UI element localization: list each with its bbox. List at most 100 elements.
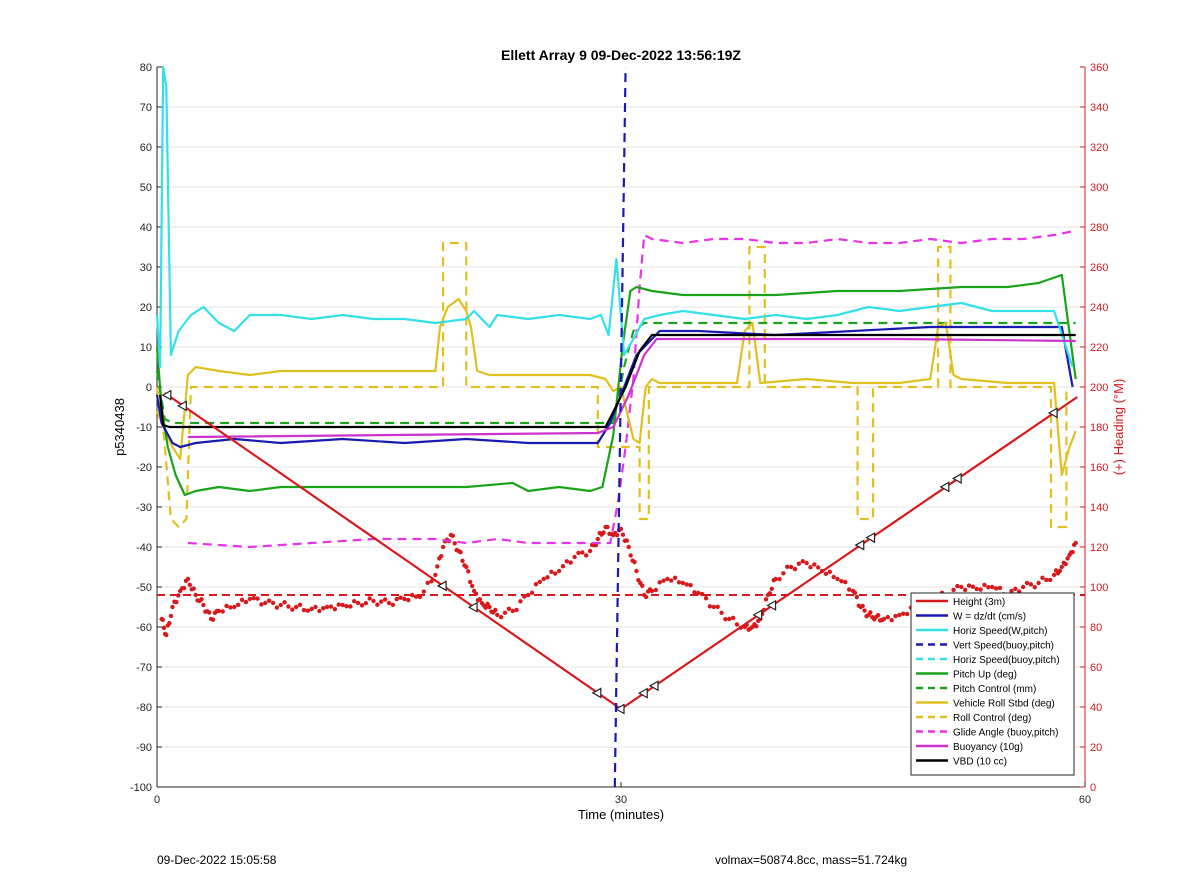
heading-point	[469, 583, 475, 589]
heading-point	[1032, 584, 1037, 590]
heading-point	[495, 612, 500, 618]
heading-point	[620, 532, 626, 537]
heading-point	[352, 598, 357, 604]
heading-point	[207, 610, 212, 615]
heading-point	[688, 582, 693, 588]
heading-point	[328, 604, 334, 609]
heading-point	[439, 554, 444, 559]
heading-point	[167, 621, 172, 626]
heading-point	[804, 560, 809, 566]
heading-point	[270, 600, 276, 606]
heading-point	[672, 575, 678, 581]
heading-point	[823, 571, 829, 577]
y-right-tick-label: 80	[1090, 622, 1102, 634]
heading-point	[982, 582, 987, 588]
heading-point	[332, 606, 338, 612]
legend-item-label: Glide Angle (buoy,pitch)	[953, 728, 1058, 739]
heading-point	[545, 575, 550, 580]
heading-point	[1028, 582, 1034, 587]
heading-point	[962, 587, 968, 593]
heading-point	[564, 559, 570, 564]
heading-point	[294, 604, 299, 610]
heading-point	[1051, 572, 1057, 578]
heading-point	[827, 569, 832, 575]
heading-point	[468, 579, 473, 585]
heading-point	[684, 582, 689, 587]
heading-point	[904, 611, 910, 617]
heading-point	[483, 605, 488, 610]
heading-point	[601, 530, 606, 535]
heading-point	[990, 584, 995, 590]
heading-point	[413, 594, 419, 599]
heading-point	[301, 607, 307, 613]
y-right-tick-label: 340	[1090, 102, 1108, 114]
heading-point	[493, 607, 498, 613]
y-tick-label: -40	[136, 542, 152, 554]
y-tick-label: 40	[140, 222, 152, 234]
heading-point	[363, 600, 368, 606]
heading-point	[560, 563, 566, 569]
heading-point	[860, 603, 865, 609]
heading-point	[628, 553, 633, 558]
x-axis-label: Time (minutes)	[578, 807, 664, 822]
heading-point	[236, 602, 241, 607]
heading-point	[1009, 588, 1014, 594]
heading-point	[266, 598, 272, 603]
heading-point	[510, 608, 515, 614]
heading-point	[406, 597, 411, 603]
heading-point	[1040, 575, 1045, 581]
heading-point	[450, 533, 455, 539]
series-line	[187, 229, 1075, 549]
height-marker	[752, 609, 763, 621]
y-tick-label: 10	[140, 342, 152, 354]
chart-title: Ellett Array 9 09-Dec-2022 13:56:19Z	[501, 47, 741, 63]
height-marker	[637, 687, 648, 699]
heading-point	[715, 604, 720, 610]
heading-point	[572, 554, 577, 560]
heading-point	[769, 586, 774, 592]
footer-volmax-mass: volmax=50874.8cc, mass=51.724kg	[715, 853, 908, 867]
heading-point	[605, 524, 610, 530]
heading-point	[881, 616, 887, 622]
y-tick-label: -90	[136, 742, 152, 754]
heading-point	[321, 606, 326, 611]
heading-point	[618, 526, 624, 532]
heading-point	[955, 583, 960, 589]
height-marker	[1047, 407, 1058, 419]
heading-point	[464, 564, 469, 570]
heading-point	[556, 568, 562, 574]
y-tick-label: -100	[130, 782, 152, 794]
heading-point	[440, 544, 446, 550]
heading-point	[529, 590, 535, 596]
heading-point	[951, 587, 956, 593]
heading-point	[767, 591, 773, 596]
heading-point	[460, 558, 465, 564]
heading-point	[843, 579, 848, 585]
y-right-tick-label: 320	[1090, 142, 1108, 154]
y-tick-label: 30	[140, 262, 152, 274]
heading-point	[792, 566, 798, 572]
heading-point	[187, 582, 193, 588]
heading-point	[410, 592, 415, 598]
heading-point	[696, 590, 701, 596]
y-right-tick-label: 180	[1090, 422, 1108, 434]
heading-point	[359, 603, 365, 608]
y-tick-label: -30	[136, 502, 152, 514]
heading-point	[763, 597, 769, 602]
heading-point	[355, 600, 361, 606]
heading-point	[800, 559, 805, 564]
heading-point	[522, 594, 527, 599]
heading-point	[676, 580, 682, 585]
heading-point	[348, 604, 353, 609]
heading-point	[161, 625, 167, 631]
heading-point	[290, 607, 295, 612]
y-tick-label: -20	[136, 462, 152, 474]
y-right-tick-label: 140	[1090, 502, 1108, 514]
y-tick-label: 50	[140, 182, 152, 194]
heading-point	[1059, 564, 1065, 570]
heading-point	[707, 604, 713, 609]
heading-point	[808, 565, 813, 570]
heading-point	[429, 579, 434, 584]
height-marker	[951, 472, 962, 484]
heading-point	[640, 583, 645, 589]
